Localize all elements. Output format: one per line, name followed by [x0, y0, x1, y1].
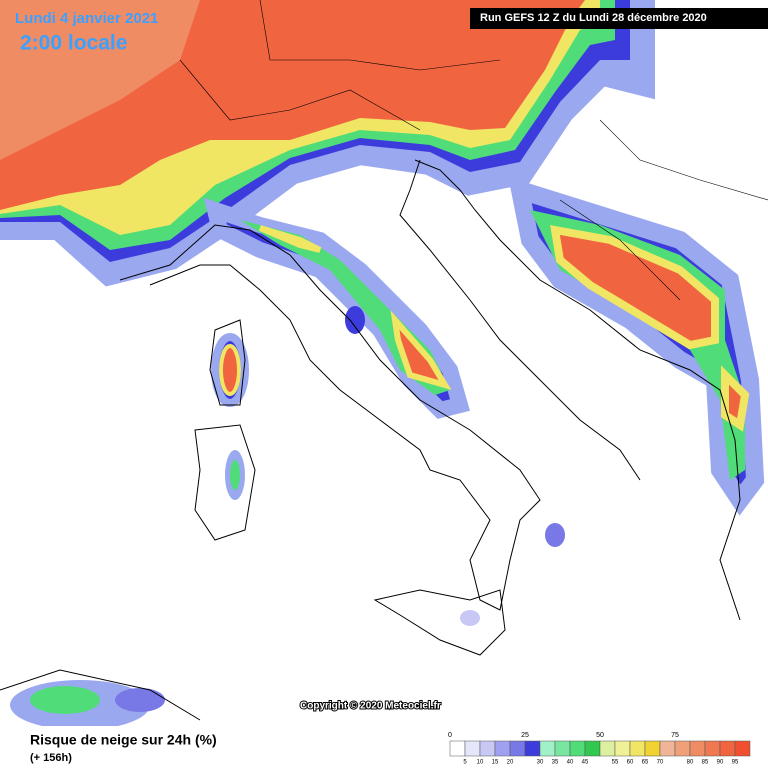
legend-minor-label: 35: [552, 760, 559, 766]
legend-swatch: [569, 740, 586, 757]
legend-swatch: [674, 740, 691, 757]
legend-minor-label: 80: [687, 760, 694, 766]
legend-minor-label: 45: [582, 760, 589, 766]
legend-swatch: [719, 740, 736, 757]
legend-minor-label: 30: [537, 760, 544, 766]
legend-minor-label: 65: [642, 760, 649, 766]
legend-major-label: 75: [671, 732, 679, 739]
legend-swatch: [539, 740, 556, 757]
legend-minor-label: 40: [567, 760, 574, 766]
legend-minor-label: 85: [702, 760, 709, 766]
legend-swatch: [704, 740, 721, 757]
legend-swatch: [734, 740, 751, 757]
legend-minor-label: 90: [717, 760, 724, 766]
legend-swatch: [449, 740, 466, 757]
legend-swatch: [644, 740, 661, 757]
legend-minor-label: 95: [732, 760, 739, 766]
legend-minor-label: 15: [492, 760, 499, 766]
coastlines: [0, 0, 768, 721]
footer-title: Risque de neige sur 24h (%): [30, 732, 217, 748]
legend-swatch: [599, 740, 616, 757]
legend-swatch: [584, 740, 601, 757]
legend-swatch: [524, 740, 541, 757]
legend-swatch: [509, 740, 526, 757]
run-box: [470, 8, 768, 29]
date: Lundi 4 janvier 2021: [15, 10, 158, 27]
legend-minor-label: 10: [477, 760, 484, 766]
legend-minor-label: 70: [657, 760, 664, 766]
legend-swatch: [689, 740, 706, 757]
legend-minor-label: 60: [627, 760, 634, 766]
copyright: Copyright © 2020 Meteociel.fr: [300, 701, 441, 712]
legend-major-label: 0: [448, 732, 452, 739]
legend-major-label: 50: [596, 732, 604, 739]
legend-swatch: [614, 740, 631, 757]
run: Run GEFS 12 Z du Lundi 28 décembre 2020: [480, 12, 707, 24]
legend-major-label: 25: [521, 732, 529, 739]
legend-swatch: [554, 740, 571, 757]
legend-swatch: [494, 740, 511, 757]
time: 2:00 locale: [20, 32, 127, 55]
legend-minor-label: 5: [463, 760, 467, 766]
legend: 0 25 50 75 5 10 15 20 30 35 40 45 55 60 65 70 80 85 90 95: [448, 732, 751, 766]
legend-swatch: [464, 740, 481, 757]
legend-swatch: [479, 740, 496, 757]
footer-lead: (+ 156h): [30, 752, 72, 764]
legend-minor-label: 55: [612, 760, 619, 766]
legend-minor-label: 20: [507, 760, 514, 766]
snow-field: [0, 0, 765, 726]
legend-swatch: [629, 740, 646, 757]
legend-swatch: [659, 740, 676, 757]
